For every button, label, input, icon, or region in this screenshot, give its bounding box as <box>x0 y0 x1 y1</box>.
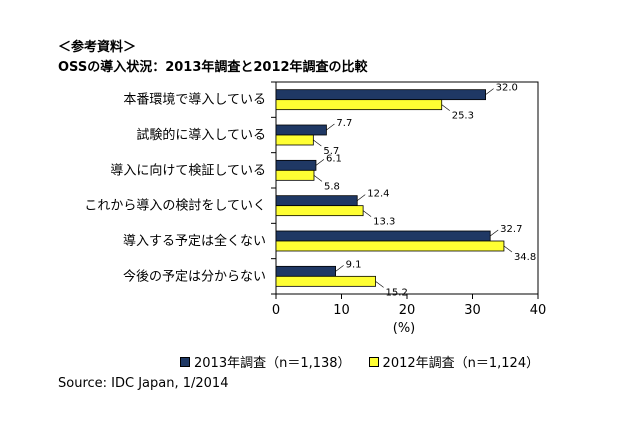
legend-item-2013: 2013年調査（n＝1,138） <box>180 352 351 371</box>
category-label: 導入に向けて検証している <box>110 162 266 178</box>
data-label-2012: 15.2 <box>386 287 408 298</box>
data-label-leader <box>490 229 499 237</box>
data-label-leader <box>335 265 344 272</box>
category-label: 今後の予定は分からない <box>123 268 266 284</box>
data-label-2012: 34.8 <box>514 252 536 263</box>
bar-2013 <box>275 89 487 101</box>
legend-swatch-2012 <box>368 356 379 367</box>
data-label-2013: 6.1 <box>326 153 342 164</box>
bar-2012 <box>275 240 505 252</box>
x-tick-label: 0 <box>272 303 280 318</box>
bar-2013 <box>275 195 358 207</box>
legend-swatch-2013 <box>180 356 190 367</box>
plot-frame <box>275 81 539 295</box>
data-label-leader <box>375 281 384 288</box>
data-label-leader <box>313 175 323 182</box>
data-label-2013: 32.7 <box>500 224 522 235</box>
legend-label-2012: 2012年調査（n＝1,124） <box>382 356 540 371</box>
bar-2012 <box>275 99 443 111</box>
data-label-2013: 32.0 <box>496 83 518 94</box>
data-label-2013: 7.7 <box>336 118 352 129</box>
x-tick-label: 10 <box>333 303 350 318</box>
category-label: 本番環境で導入している <box>123 93 266 108</box>
bar-2012 <box>275 275 376 287</box>
legend: 2013年調査（n＝1,138） 2012年調査（n＝1,124） <box>180 352 539 371</box>
data-label-2013: 12.4 <box>367 189 389 200</box>
bar-2013 <box>275 230 491 242</box>
data-label-leader <box>362 210 372 217</box>
x-tick-label: 20 <box>399 303 416 318</box>
bar-2012 <box>275 169 315 181</box>
bar-2013 <box>275 124 327 136</box>
data-label-2013: 9.1 <box>346 259 362 270</box>
data-label-leader <box>441 104 450 111</box>
data-label-leader <box>357 194 366 201</box>
data-label-leader <box>313 139 322 147</box>
category-label: これから導入の検討をしていく <box>84 198 266 214</box>
data-label-2012: 25.3 <box>452 111 474 122</box>
reference-label: ＜参考資料＞ <box>58 40 137 55</box>
source-note: Source: IDC Japan, 1/2014 <box>58 376 229 391</box>
x-axis-label: (%) <box>393 321 416 336</box>
chart-title: OSSの導入状況：2013年調査と2012年調査の比較 <box>58 60 368 75</box>
data-label-2012: 5.8 <box>324 181 340 192</box>
bar-2012 <box>275 205 364 217</box>
bar-2013 <box>275 265 337 277</box>
bar-2012 <box>275 134 314 146</box>
data-label-leader <box>326 123 335 131</box>
bar-2013 <box>275 159 317 171</box>
legend-label-2013: 2013年調査（n＝1,138） <box>194 356 351 371</box>
data-label-leader <box>503 245 513 253</box>
x-tick-label: 40 <box>530 303 547 318</box>
category-label: 導入する予定は全くない <box>123 233 266 249</box>
legend-item-2012: 2012年調査（n＝1,124） <box>368 352 540 371</box>
data-label-leader <box>315 159 325 166</box>
category-label: 試験的に導入している <box>136 127 266 143</box>
data-label-2012: 13.3 <box>373 217 395 228</box>
data-label-leader <box>485 88 494 95</box>
data-label-2012: 5.7 <box>323 146 339 157</box>
x-tick-label: 30 <box>464 303 481 318</box>
